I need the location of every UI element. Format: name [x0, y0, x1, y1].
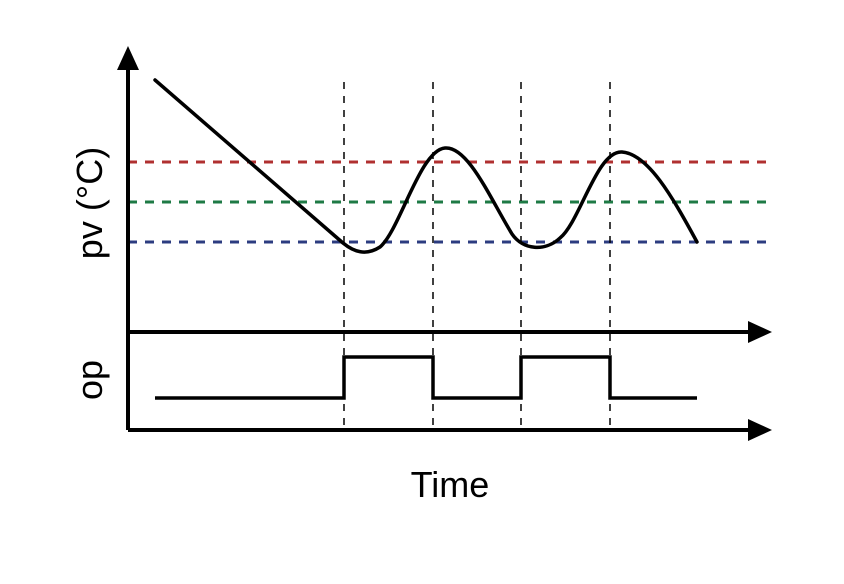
pv-time-axis-arrow [748, 321, 772, 343]
pv-axis-label: pv (°C) [69, 147, 110, 259]
pv-curve [153, 78, 699, 254]
vertical-axis-arrow [117, 46, 139, 70]
time-axis-label: Time [411, 464, 490, 505]
op-axis-label: op [69, 360, 110, 400]
op-time-axis-arrow [748, 419, 772, 441]
op-signal [155, 355, 697, 400]
